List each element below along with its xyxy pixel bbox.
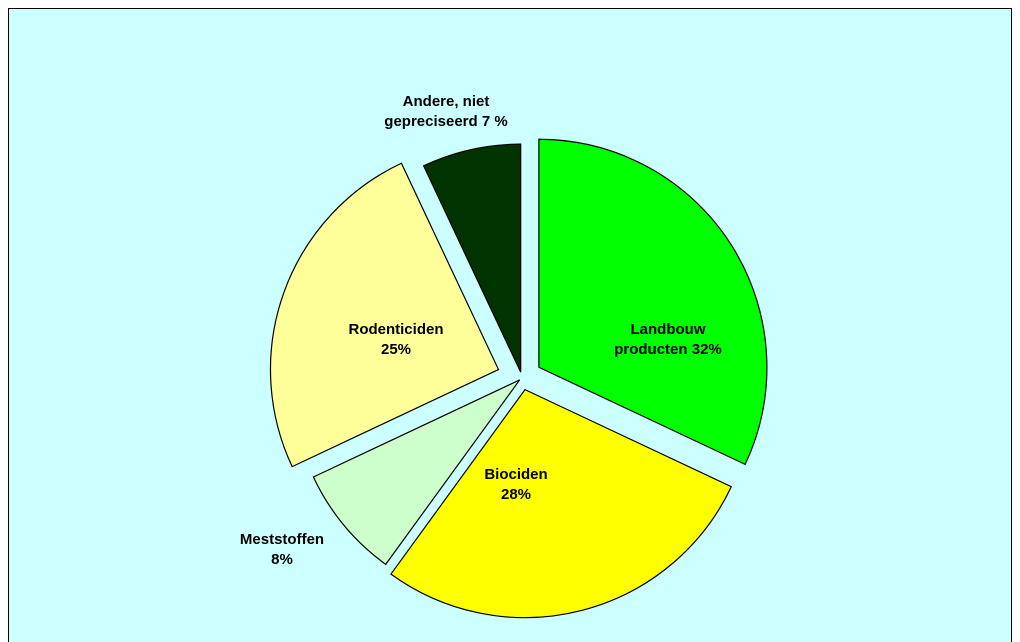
value-label: 32%	[691, 341, 722, 358]
category-label: Biociden	[484, 466, 548, 483]
category-label: Meststoffen	[239, 531, 325, 548]
category-label: Rodenticiden	[348, 321, 444, 338]
value-label: 7 %	[481, 113, 508, 130]
pie-slice	[538, 138, 768, 466]
category-label: Andere, niet gepreciseerd	[384, 93, 490, 130]
pie-slice	[422, 143, 522, 373]
slice-label: Meststoffen 8%	[232, 530, 332, 570]
slice-label: Landbouw producten 32%	[606, 320, 731, 360]
pie-slice	[390, 388, 733, 619]
pie-slice	[269, 162, 500, 468]
value-label: 25%	[380, 341, 412, 358]
value-label: 28%	[500, 486, 532, 503]
category-label: Landbouw producten	[614, 321, 706, 358]
value-label: 8%	[271, 551, 293, 568]
slice-label: Andere, niet gepreciseerd 7 %	[371, 92, 521, 132]
slice-label: Rodenticiden 25%	[341, 320, 451, 360]
slice-label: Biociden 28%	[476, 465, 556, 505]
pie-slice	[312, 379, 521, 566]
